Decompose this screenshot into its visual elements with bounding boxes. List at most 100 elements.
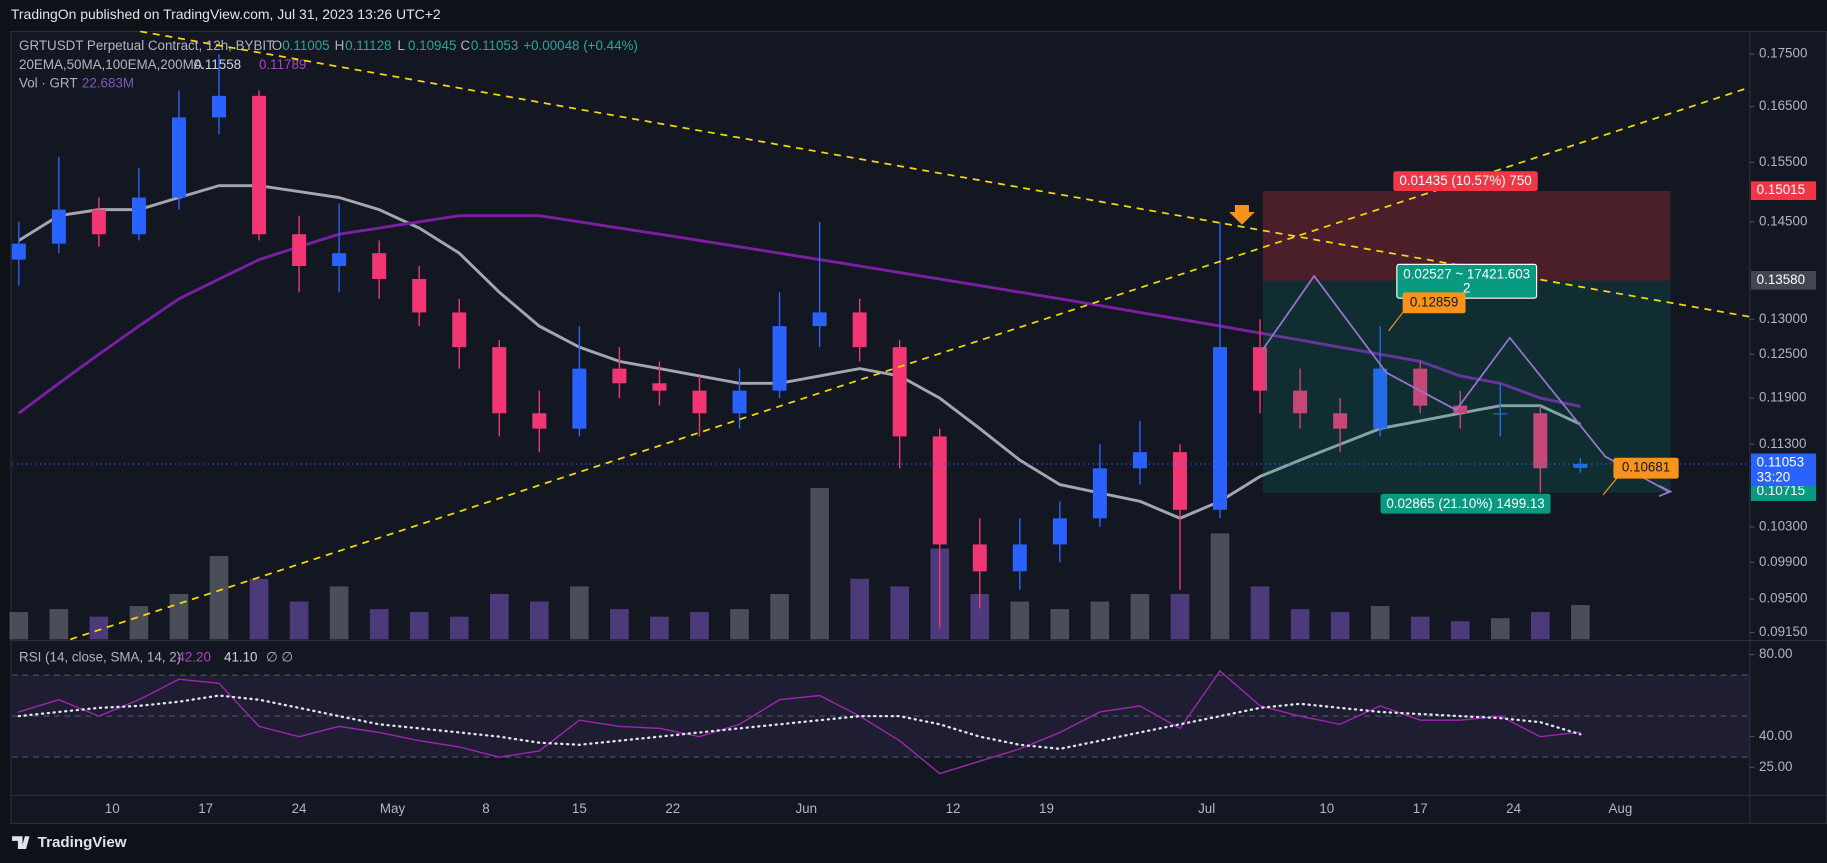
volume-bar: [449, 616, 469, 640]
volume-bar: [1210, 533, 1230, 640]
candle-body: [892, 347, 907, 437]
ma-value: 0.11558: [194, 57, 241, 72]
stop-zone: [1262, 280, 1671, 493]
last-price-label: 0.11053: [1757, 454, 1804, 469]
candle-body: [1253, 347, 1268, 391]
x-tick-label: 8: [482, 801, 489, 816]
candle-body: [452, 312, 467, 348]
ohlc-value: 0.11053: [471, 38, 518, 53]
y-tick-label: 0.11300: [1759, 436, 1806, 451]
candle-body: [1092, 468, 1107, 519]
rsi-extra: ∅ ∅: [266, 650, 293, 665]
price-label-box: [1750, 271, 1817, 290]
candle-body: [612, 368, 627, 384]
logo: [12, 836, 30, 850]
ma-value: 0.11789: [259, 57, 306, 72]
x-tick-label: 12: [946, 801, 961, 816]
moving-average: [17, 214, 1581, 415]
volume-bar: [209, 556, 229, 640]
volume-bar: [89, 616, 109, 640]
volume-bar: [1050, 609, 1070, 640]
candle-body: [412, 279, 427, 313]
rsi-line: [18, 669, 1582, 775]
chart-frame: [10, 30, 1827, 824]
volume-bar: [129, 606, 149, 640]
ohlc-value: 0.10945: [408, 38, 456, 53]
volume-bar: [289, 601, 309, 640]
candle-body: [131, 197, 146, 235]
label-box: [1393, 171, 1538, 192]
candle-body: [1493, 413, 1508, 415]
x-tick-label: 24: [1506, 801, 1521, 816]
volume-bar: [690, 612, 709, 640]
candle-body: [532, 413, 547, 429]
candle-body: [812, 312, 827, 327]
candle-body: [692, 390, 707, 414]
volume-bar: [369, 609, 389, 640]
volume-bar: [1250, 586, 1270, 640]
volume-bar: [249, 578, 269, 640]
y-tick-label: 25.00: [1759, 759, 1792, 774]
ohlc-key: C: [460, 38, 470, 53]
candle-body: [1012, 544, 1027, 572]
last-price-box: [1750, 453, 1817, 487]
volume-bar: [1170, 593, 1190, 640]
label-box: [1396, 263, 1538, 299]
volume-bar: [1450, 621, 1470, 640]
callout-line: [1602, 474, 1620, 496]
candle-body: [1172, 452, 1187, 510]
candle-body: [11, 243, 26, 260]
y-tick-label: 0.11900: [1759, 390, 1806, 405]
candle-body: [372, 253, 387, 280]
candle-body: [1213, 347, 1227, 510]
volume-bar: [9, 612, 29, 640]
volume-bar: [1370, 606, 1390, 640]
x-tick-label: Aug: [1609, 801, 1633, 816]
volume-bar: [1330, 612, 1350, 640]
upper-label: 0.01435 (10.57%) 750: [1399, 173, 1531, 188]
candle-body: [652, 383, 667, 391]
candle-body: [1373, 368, 1388, 429]
candle-body: [1453, 405, 1468, 414]
candle-body: [51, 209, 66, 244]
candle-body: [1293, 390, 1308, 414]
publish-header: TradingOn published on TradingView.com, …: [11, 6, 441, 22]
candle-body: [1333, 413, 1348, 429]
volume-title: Vol · GRT: [19, 75, 77, 90]
price-label: 0.10715: [1757, 483, 1805, 498]
volume-bar: [409, 612, 429, 640]
x-tick-label: May: [380, 801, 406, 816]
y-tick-label: 40.00: [1759, 728, 1792, 743]
volume-bar: [570, 586, 589, 640]
y-tick-label: 0.10300: [1759, 518, 1807, 533]
x-tick-label: Jun: [795, 801, 817, 816]
y-tick-label: 0.17500: [1759, 46, 1807, 61]
candle-body: [1413, 368, 1428, 406]
point-label: 0.10681: [1622, 460, 1670, 475]
volume-bar: [1010, 601, 1030, 640]
volume-bar: [329, 586, 349, 640]
countdown: 33:20: [1757, 469, 1790, 484]
volume-bar: [1490, 618, 1510, 640]
x-tick-label: 19: [1039, 801, 1054, 816]
rsi-line: [17, 694, 1582, 751]
candle-body: [212, 95, 226, 118]
drawings: 0.01435 (10.57%) 750 0.02527 ~ 17421.603…: [70, 30, 1750, 641]
footer-brand: TradingView: [38, 834, 127, 851]
rsi-sma-value: 41.10: [224, 650, 257, 665]
candle-body: [292, 234, 307, 266]
price-label: 0.15015: [1757, 182, 1805, 197]
x-tick-label: 15: [572, 801, 587, 816]
ohlc-key: H: [335, 38, 345, 53]
volume-bar: [489, 593, 509, 640]
price-label-box: [1750, 181, 1817, 201]
candle-body: [332, 253, 347, 266]
y-tick-label: 0.12500: [1759, 346, 1807, 361]
moving-average: [18, 184, 1581, 520]
pattern-arrow: [1658, 484, 1673, 497]
candle-body: [1573, 463, 1588, 468]
indicator-title: 20EMA,50MA,100EMA,200MA: [19, 57, 203, 72]
middle-label: 2: [1463, 280, 1470, 295]
candle-body: [91, 209, 106, 235]
